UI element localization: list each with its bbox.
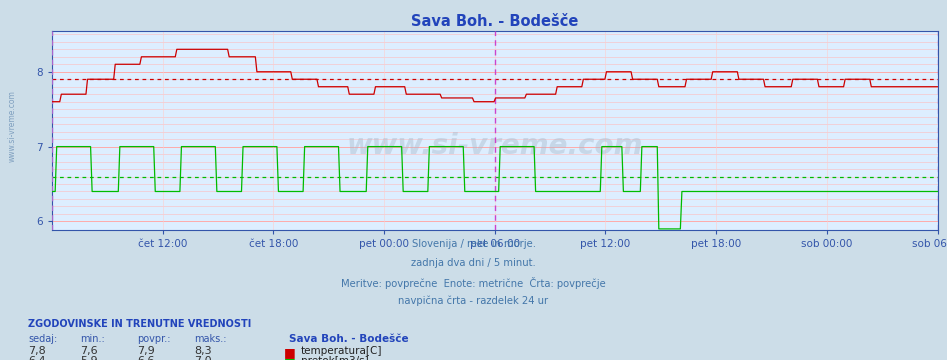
Text: 7,6: 7,6 [80,346,98,356]
Text: pretok[m3/s]: pretok[m3/s] [301,356,369,360]
Text: 8,3: 8,3 [194,346,212,356]
Text: navpična črta - razdelek 24 ur: navpična črta - razdelek 24 ur [399,296,548,306]
Text: ■: ■ [284,356,295,360]
Text: Sava Boh. - Bodešče: Sava Boh. - Bodešče [289,334,408,344]
Text: Meritve: povprečne  Enote: metrične  Črta: povprečje: Meritve: povprečne Enote: metrične Črta:… [341,277,606,289]
Text: ZGODOVINSKE IN TRENUTNE VREDNOSTI: ZGODOVINSKE IN TRENUTNE VREDNOSTI [28,319,252,329]
Text: min.:: min.: [80,334,105,344]
Text: www.si-vreme.com: www.si-vreme.com [8,90,17,162]
Title: Sava Boh. - Bodešče: Sava Boh. - Bodešče [411,14,579,30]
Text: zadnja dva dni / 5 minut.: zadnja dva dni / 5 minut. [411,258,536,268]
Text: maks.:: maks.: [194,334,226,344]
Text: 6,6: 6,6 [137,356,154,360]
Text: sedaj:: sedaj: [28,334,58,344]
Text: 6,4: 6,4 [28,356,46,360]
Text: 5,9: 5,9 [80,356,98,360]
Text: www.si-vreme.com: www.si-vreme.com [347,132,643,161]
Text: 7,9: 7,9 [137,346,155,356]
Text: povpr.:: povpr.: [137,334,170,344]
Text: ■: ■ [284,346,295,359]
Text: 7,0: 7,0 [194,356,212,360]
Text: Slovenija / reke in morje.: Slovenija / reke in morje. [412,239,535,249]
Text: temperatura[C]: temperatura[C] [301,346,383,356]
Text: 7,8: 7,8 [28,346,46,356]
